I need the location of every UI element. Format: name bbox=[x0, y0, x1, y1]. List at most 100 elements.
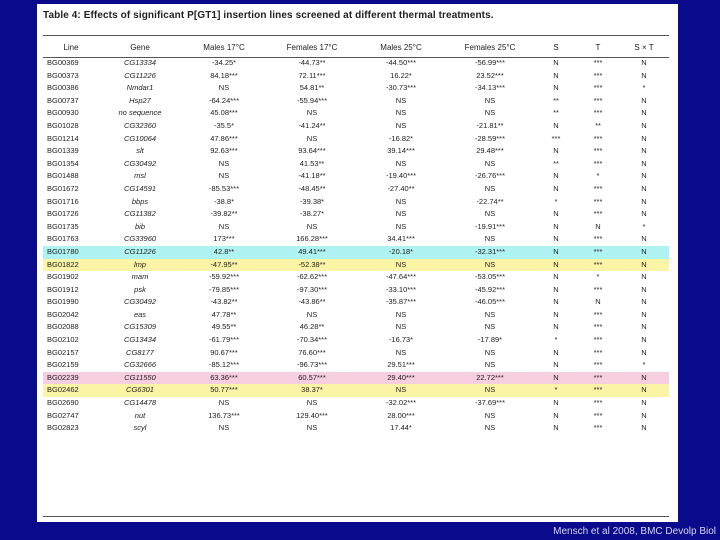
s-cell: N bbox=[553, 83, 559, 93]
table-row: BG01028 CG32360 -35.5* -41.24** NS -21.81** N *… bbox=[43, 120, 669, 133]
sxt-cell: N bbox=[641, 158, 647, 168]
table-title: Table 4: Effects of significant P[GT1] i… bbox=[43, 10, 494, 21]
table-row: BG02823 scyl NS NS 17.44* NS N *** N bbox=[43, 422, 669, 435]
gene-cell: CG30492 bbox=[123, 158, 157, 168]
table-row: BG02690 CG14478 NS NS -32.02*** -37.69*** N ***… bbox=[43, 397, 669, 410]
males-17-cell: -59.92*** bbox=[208, 272, 240, 282]
females-25-cell: -32.31*** bbox=[445, 245, 535, 259]
females-17-cell: -62.62*** bbox=[296, 272, 328, 282]
males-17-cell: 49.55** bbox=[211, 322, 237, 332]
sxt-cell: N bbox=[641, 146, 647, 156]
line-cell: BG01214 bbox=[47, 133, 79, 143]
t-cell: N bbox=[595, 221, 601, 231]
sxt-cell: N bbox=[641, 209, 647, 219]
s-cell: ** bbox=[553, 95, 559, 105]
females-17-cell: -38.27* bbox=[299, 209, 325, 219]
results-table: Line Gene Males 17°C Females 17°C Males … bbox=[43, 37, 669, 435]
females-17-cell: 93.64*** bbox=[298, 146, 326, 156]
line-cell: BG02462 bbox=[43, 384, 99, 398]
s-cell: N bbox=[553, 70, 559, 80]
col-females-17: Females 17°C bbox=[286, 42, 338, 52]
col-females-25: Females 25°C bbox=[464, 42, 516, 52]
females-25-cell: NS bbox=[484, 309, 496, 319]
line-cell: BG02088 bbox=[47, 322, 79, 332]
table-row: BG00930 no sequence 45.08*** NS NS NS ** *** N bbox=[43, 107, 669, 120]
s-cell: N bbox=[553, 209, 559, 219]
table-row: BG02462 CG6301 50.77*** 38.37* NS NS * *** N bbox=[43, 384, 669, 398]
sxt-cell: N bbox=[641, 309, 647, 319]
t-cell: *** bbox=[593, 209, 603, 219]
females-17-cell: NS bbox=[306, 221, 318, 231]
s-cell: N bbox=[553, 322, 559, 332]
gene-cell: CG11382 bbox=[124, 209, 156, 219]
males-25-cell: -20.18* bbox=[357, 245, 445, 259]
males-25-cell: 16.22* bbox=[390, 70, 412, 80]
table-row: BG01488 msl NS -41.18** -19.40*** -26.76*** N *… bbox=[43, 170, 669, 183]
females-17-cell: -41.18** bbox=[298, 171, 326, 181]
males-17-cell: 136.73*** bbox=[208, 410, 240, 420]
s-cell: * bbox=[554, 335, 558, 345]
line-cell: BG02690 bbox=[47, 398, 79, 408]
sxt-cell: N bbox=[641, 234, 647, 244]
citation-credit: Mensch et al 2008, BMC Devolp Biol bbox=[553, 526, 716, 537]
t-cell: *** bbox=[593, 146, 603, 156]
males-17-cell: -79.85*** bbox=[208, 284, 240, 294]
table-row: BG01912 psk -79.85*** -97.30*** -33.10*** -45… bbox=[43, 284, 669, 297]
males-25-cell: NS bbox=[395, 120, 407, 130]
females-25-cell: -53.05*** bbox=[474, 272, 506, 282]
line-cell: BG02823 bbox=[47, 423, 79, 433]
table-row: BG02159 CG32666 -85.12*** -96.73*** 29.51***… bbox=[43, 359, 669, 372]
females-17-cell: 129.40*** bbox=[296, 410, 328, 420]
sxt-cell: N bbox=[641, 347, 647, 357]
sxt-cell: * bbox=[642, 360, 646, 370]
sxt-cell: N bbox=[641, 108, 647, 118]
sxt-cell: N bbox=[641, 297, 647, 307]
males-17-cell: NS bbox=[218, 158, 230, 168]
col-line: Line bbox=[63, 42, 79, 52]
females-17-cell: 60.57*** bbox=[267, 371, 357, 385]
header-rule bbox=[43, 57, 669, 58]
females-25-cell: NS bbox=[484, 423, 496, 433]
males-25-cell: NS bbox=[395, 322, 407, 332]
table-row: BG01672 CG14591 -85.53*** -48.45** -27.40** N… bbox=[43, 183, 669, 196]
males-17-cell: 42.8** bbox=[181, 245, 267, 259]
females-17-cell: 76.60*** bbox=[298, 347, 326, 357]
females-25-cell: NS bbox=[484, 234, 496, 244]
females-25-cell: NS bbox=[484, 95, 496, 105]
table-row: BG01339 slt 92.63*** 93.64*** 39.14*** 29.48*… bbox=[43, 145, 669, 158]
s-cell: N bbox=[553, 146, 559, 156]
t-cell: *** bbox=[593, 347, 603, 357]
females-25-cell: -21.81** bbox=[476, 120, 504, 130]
females-17-cell: NS bbox=[306, 423, 318, 433]
s-cell: N bbox=[553, 234, 559, 244]
females-17-cell: NS bbox=[306, 309, 318, 319]
line-cell: BG00737 bbox=[47, 95, 79, 105]
table-row: BG02747 nut 136.73*** 129.40*** 28.00*** NS N *… bbox=[43, 410, 669, 423]
sxt-cell: N bbox=[641, 410, 647, 420]
males-25-cell: NS bbox=[395, 309, 407, 319]
females-25-cell: NS bbox=[484, 108, 496, 118]
sxt-cell: N bbox=[641, 171, 647, 181]
females-17-cell: -97.30*** bbox=[296, 284, 328, 294]
sxt-cell: N bbox=[641, 70, 647, 80]
males-25-cell: 28.00*** bbox=[387, 410, 415, 420]
females-25-cell: -37.69*** bbox=[474, 398, 506, 408]
s-cell: N bbox=[553, 410, 559, 420]
s-cell: N bbox=[553, 183, 559, 193]
females-25-cell: -17.89* bbox=[477, 335, 503, 345]
males-17-cell: 47.78** bbox=[211, 309, 237, 319]
s-cell: N bbox=[535, 371, 577, 385]
s-cell: N bbox=[553, 272, 559, 282]
table-row: BG01822 lmp -47.95** -52.38** NS NS N *** N bbox=[43, 258, 669, 272]
gene-cell: slt bbox=[136, 146, 144, 156]
s-cell: N bbox=[553, 284, 559, 294]
table-row: BG01214 CG10064 47.86*** NS -16.82* -28.59***… bbox=[43, 133, 669, 146]
females-17-cell: -70.34*** bbox=[296, 335, 328, 345]
gene-cell: nut bbox=[134, 410, 146, 420]
header-row: Line Gene Males 17°C Females 17°C Males … bbox=[43, 37, 669, 57]
table-row: BG01990 CG30492 -43.82** -43.86** -35.87*** -… bbox=[43, 296, 669, 309]
t-cell: *** bbox=[593, 70, 603, 80]
table-row: BG02157 CG8177 90.67*** 76.60*** NS NS N *** N bbox=[43, 347, 669, 360]
females-25-cell: NS bbox=[445, 258, 535, 272]
sxt-cell: N bbox=[619, 245, 669, 259]
